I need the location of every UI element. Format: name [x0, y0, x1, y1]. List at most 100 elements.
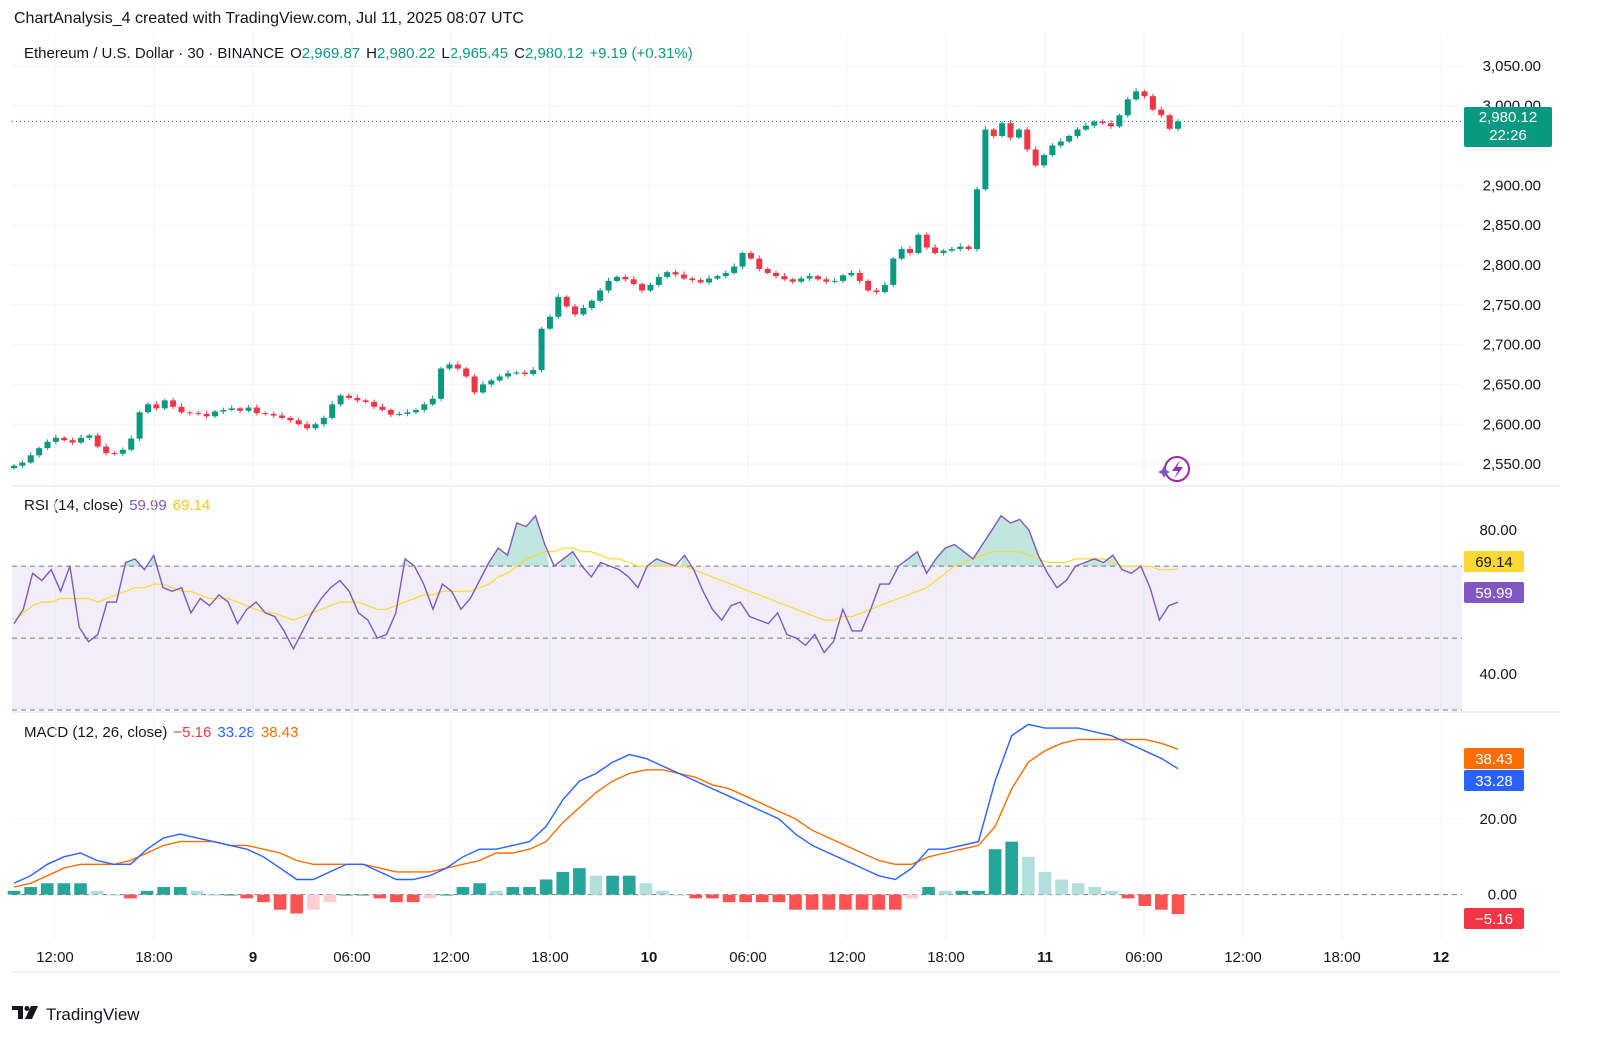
macd-histogram-bar	[1022, 856, 1035, 895]
macd-histogram-bar	[672, 894, 686, 896]
tradingview-brand[interactable]: TradingView	[12, 1004, 140, 1025]
candle-body	[1007, 123, 1014, 138]
candle-body	[371, 401, 378, 407]
candle-body	[438, 368, 445, 399]
macd-histogram-bar	[1088, 887, 1102, 895]
macd-histogram-bar	[140, 890, 154, 895]
candle-body	[806, 276, 813, 279]
candle-body	[1091, 121, 1098, 126]
candle-body	[689, 278, 696, 281]
candle-body	[546, 316, 553, 329]
macd-histogram-bar	[922, 887, 935, 895]
macd-histogram-bar	[24, 887, 37, 895]
candle-body	[588, 300, 595, 308]
candle-body	[1175, 121, 1181, 129]
x-tick-label: 11	[1037, 949, 1053, 966]
macd-histogram-bar	[955, 890, 969, 895]
candle-body	[948, 249, 955, 251]
rsi-tick-label: 40.00	[1479, 666, 1517, 683]
lightning-icon[interactable]	[1158, 456, 1190, 482]
x-tick-label: 12:00	[828, 949, 866, 966]
candle-body	[203, 413, 210, 417]
candle-body	[915, 234, 922, 254]
candle-body	[957, 246, 964, 250]
rsi-overbought-fill	[651, 558, 671, 567]
rsi-overbought-fill	[484, 515, 550, 567]
open-value: 2,969.87	[301, 45, 361, 62]
macd-histogram-bar	[190, 890, 204, 895]
price-pane[interactable]	[11, 88, 1462, 470]
macd-label[interactable]: MACD (12, 26, close)	[24, 724, 168, 741]
candle-body	[421, 404, 428, 410]
macd-histogram-bar	[423, 894, 437, 899]
grid	[12, 34, 1560, 973]
candle-body	[613, 276, 620, 281]
price-tick-label: 2,900.00	[1483, 177, 1541, 194]
candle-body	[354, 397, 361, 401]
x-tick-label: 9	[249, 949, 257, 966]
macd-histogram-bar	[689, 894, 703, 899]
price-legend: Ethereum / U.S. Dollar · 30 · BINANCE O2,…	[24, 45, 699, 62]
candle-body	[479, 384, 486, 393]
rsi-pane[interactable]	[12, 514, 1462, 711]
rsi-label[interactable]: RSI (14, close)	[24, 497, 124, 514]
x-tick-label: 18:00	[531, 949, 569, 966]
candle-body	[521, 372, 528, 375]
macd-hist-badge: −5.16	[1464, 908, 1524, 929]
candle-body	[237, 408, 244, 411]
rsi-value: 59.99	[129, 497, 167, 514]
candle-body	[773, 272, 780, 277]
macd-histogram-bar	[1171, 894, 1185, 915]
candle-body	[312, 424, 319, 429]
candle-body	[580, 307, 587, 315]
candle-body	[865, 280, 872, 291]
candle-body	[52, 437, 59, 442]
candle-body	[1082, 125, 1089, 130]
candle-body	[1057, 141, 1064, 146]
candle-body	[747, 253, 754, 259]
candle-body	[999, 123, 1006, 136]
macd-histogram-bar	[157, 887, 170, 895]
rsi-badge: 59.99	[1464, 582, 1524, 603]
x-tick-label: 12:00	[1224, 949, 1262, 966]
price-tick-label: 2,800.00	[1483, 257, 1541, 274]
candle-body	[1041, 155, 1048, 166]
candle-body	[831, 280, 838, 282]
macd-histogram-bar	[573, 868, 586, 895]
chart-header: ChartAnalysis_4 created with TradingView…	[14, 10, 524, 27]
macd-pane[interactable]	[7, 723, 1462, 915]
macd-histogram-bar	[390, 894, 403, 903]
chart-canvas[interactable]: 12:00 18:00 9 06:00 12:00 18:00 10 06:00 12:00 18…	[0, 0, 1600, 1000]
macd-histogram-bar	[306, 894, 320, 910]
candle-body	[153, 404, 160, 409]
candle-body	[940, 250, 947, 254]
macd-histogram-bar	[872, 894, 886, 910]
candle-body	[111, 452, 118, 454]
candle-body	[680, 274, 687, 279]
macd-signal-badge: 38.43	[1464, 748, 1524, 769]
candle-body	[538, 328, 545, 371]
candle-body	[262, 413, 269, 415]
candle-body	[932, 247, 939, 254]
candle-body	[387, 409, 394, 415]
macd-histogram-bar	[755, 894, 769, 903]
candle-body	[1024, 129, 1031, 150]
candle-body	[722, 272, 729, 277]
macd-histogram-bar	[440, 894, 453, 896]
candle-body	[1099, 121, 1106, 124]
candle-body	[471, 376, 478, 393]
macd-histogram-bar	[124, 894, 137, 899]
price-tick-label: 2,750.00	[1483, 297, 1541, 314]
candle-body	[530, 370, 537, 375]
candle-body	[136, 412, 143, 439]
macd-histogram-bar	[855, 894, 869, 910]
candle-body	[1158, 109, 1165, 116]
macd-histogram-bar	[639, 883, 653, 895]
candle-body	[1108, 123, 1115, 127]
macd-histogram-bar	[1121, 894, 1135, 899]
candle-body	[27, 455, 34, 463]
macd-histogram-bar	[972, 890, 985, 895]
candle-body	[345, 395, 352, 398]
macd-histogram-bar	[1138, 894, 1152, 906]
candle-body	[1124, 99, 1131, 116]
